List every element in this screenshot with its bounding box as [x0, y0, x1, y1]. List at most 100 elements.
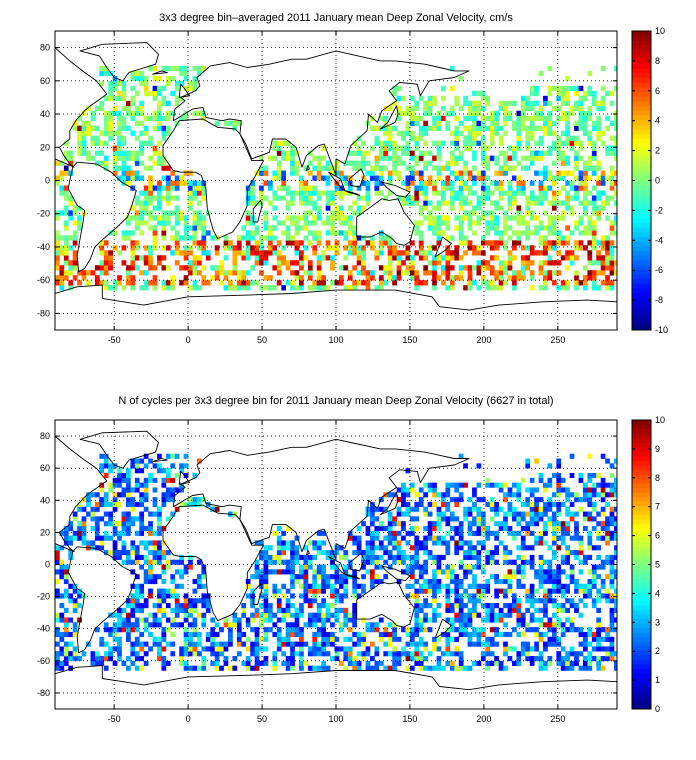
- bin-cell: [152, 285, 158, 291]
- bin-cell: [467, 140, 473, 146]
- bin-cell: [214, 641, 220, 647]
- bin-cell: [401, 535, 406, 541]
- bin-cell: [445, 607, 451, 613]
- bin-cell: [582, 230, 588, 236]
- bin-cell: [307, 260, 313, 266]
- bin-cell: [525, 598, 531, 604]
- bin-cell: [432, 569, 437, 575]
- bin-cell: [414, 190, 420, 196]
- bin-cell: [99, 497, 105, 503]
- bin-cell: [143, 280, 149, 286]
- bin-cell: [401, 110, 406, 117]
- bin-cell: [125, 275, 131, 281]
- bin-cell: [325, 550, 331, 556]
- bin-cell: [378, 564, 384, 570]
- bin-cell: [489, 155, 495, 161]
- bin-cell: [55, 641, 60, 647]
- bin-cell: [565, 95, 570, 102]
- bin-cell: [219, 280, 224, 286]
- bin-cell: [565, 265, 570, 271]
- bin-cell: [600, 105, 606, 112]
- bin-cell: [117, 145, 122, 151]
- bin-cell: [454, 250, 460, 256]
- bin-cell: [454, 525, 460, 532]
- bin-cell: [201, 240, 207, 246]
- bin-cell: [183, 665, 189, 671]
- bin-cell: [511, 150, 517, 156]
- bin-cell: [183, 627, 189, 633]
- coastlines: [55, 430, 617, 709]
- bin-cell: [121, 245, 127, 251]
- bin-cell: [143, 270, 149, 276]
- bin-cell: [236, 250, 242, 256]
- bin-cell: [170, 631, 176, 638]
- bin-cell: [467, 631, 473, 638]
- bin-cell: [414, 646, 420, 652]
- bin-cell: [210, 506, 216, 512]
- bin-cell: [170, 593, 176, 599]
- bin-cell: [188, 185, 193, 191]
- bin-cell: [405, 627, 411, 633]
- bin-cell: [165, 200, 171, 206]
- bin-cell: [312, 612, 318, 618]
- bin-cell: [600, 559, 606, 565]
- bin-cell: [405, 145, 411, 151]
- bin-cell: [192, 497, 198, 503]
- bin-cell: [472, 265, 477, 271]
- bin-cell: [299, 627, 304, 633]
- bin-cell: [183, 607, 189, 613]
- bin-cell: [614, 200, 617, 206]
- bin-cell: [565, 487, 570, 493]
- bin-cell: [396, 175, 402, 181]
- bin-cell: [587, 115, 593, 121]
- bin-cell: [117, 646, 122, 652]
- bin-cell: [516, 190, 522, 196]
- bin-cell: [600, 235, 606, 241]
- bin-cell: [418, 656, 424, 662]
- bin-cell: [516, 270, 522, 276]
- bin-cell: [458, 482, 464, 488]
- bin-cell: [445, 593, 451, 599]
- bin-cell: [605, 175, 610, 181]
- bin-cell: [250, 235, 255, 241]
- bin-cell: [303, 578, 309, 585]
- bin-cell: [609, 622, 615, 628]
- bin-cell: [210, 641, 216, 647]
- bin-cell: [121, 160, 127, 166]
- bin-cell: [285, 588, 291, 594]
- bin-cell: [543, 150, 548, 156]
- bin-cell: [254, 636, 260, 642]
- bin-cell: [99, 265, 105, 271]
- bin-cell: [179, 603, 184, 609]
- bin-cell: [361, 564, 366, 570]
- bin-cell: [543, 598, 548, 604]
- bin-cell: [529, 115, 535, 121]
- bin-cell: [574, 497, 579, 503]
- bin-cell: [210, 651, 216, 657]
- bin-cell: [560, 646, 566, 652]
- bin-cell: [551, 180, 557, 186]
- bin-cell: [77, 150, 82, 156]
- bin-cell: [130, 559, 136, 565]
- bin-cell: [72, 598, 78, 604]
- bin-cell: [299, 280, 304, 286]
- coastline: [252, 199, 263, 223]
- bin-cell: [330, 165, 335, 171]
- bin-cell: [441, 516, 446, 522]
- bin-cell: [396, 636, 402, 642]
- bin-cell: [108, 255, 113, 261]
- bin-cell: [405, 506, 411, 512]
- bin-cell: [449, 110, 455, 117]
- bin-cell: [370, 521, 375, 527]
- bin-cell: [485, 636, 491, 642]
- bin-cell: [396, 578, 402, 585]
- bin-cell: [192, 265, 198, 271]
- bin-cell: [529, 477, 535, 483]
- bin-cell: [112, 646, 118, 652]
- bin-cell: [188, 235, 193, 241]
- bin-cell: [480, 265, 486, 271]
- bin-cell: [148, 631, 153, 638]
- bin-cell: [143, 660, 149, 666]
- bin-cell: [219, 627, 224, 633]
- bin-cell: [325, 240, 331, 246]
